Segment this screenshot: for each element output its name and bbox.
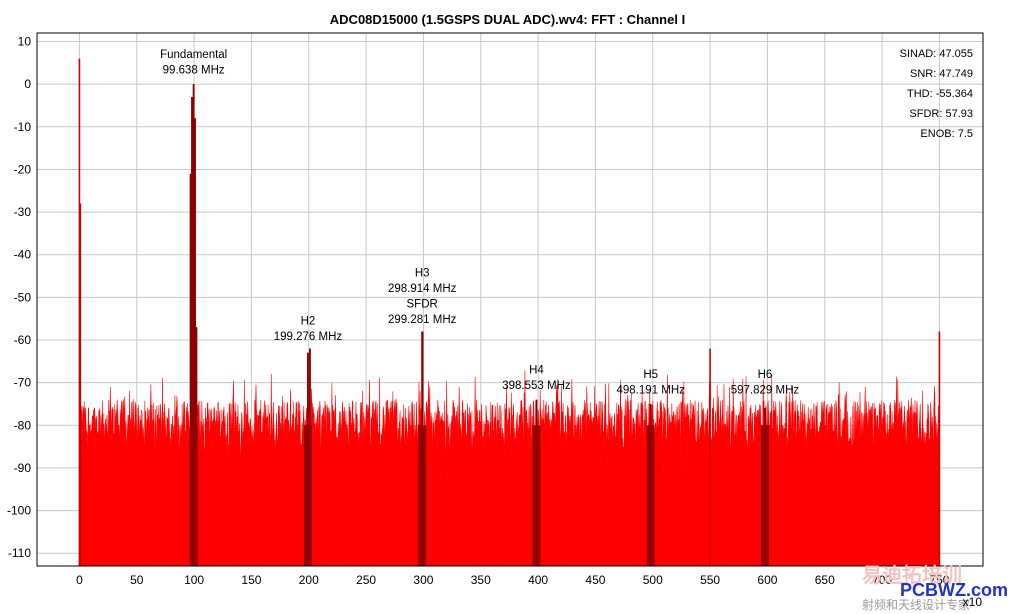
y-tick-label: -80 [14,418,32,432]
watermark-line2: PCBWZ.com [900,580,1008,600]
x-tick-label: 150 [241,573,261,587]
stats-box: SINAD: 47.055 SNR: 47.749 THD: -55.364 SFDR… [900,48,973,140]
y-tick-label: -110 [8,546,31,560]
annotation-line: 298.914 MHz [388,283,457,295]
y-tick-label: -20 [14,162,32,176]
x-tick-label: 300 [413,573,433,587]
x-tick-label: 700 [872,573,892,587]
harmonic-band [189,425,198,566]
y-tick-label: -70 [14,376,32,390]
annotation-line: 299.281 MHz [388,314,457,326]
x-tick-label: 350 [471,573,491,587]
stat-line: THD: -55.364 [907,88,973,100]
annotation-h2: H2 199.276 MHz [274,316,343,344]
annotation-line: H3 [415,267,430,279]
x-tick-label: 400 [528,573,548,587]
x-tick-label: 600 [757,573,777,587]
annotation-line: 498.191 MHz [616,384,685,396]
annotation-line: SFDR [407,298,438,310]
x-tick-label: 0 [76,573,83,587]
annotation-line: 99.638 MHz [163,65,225,77]
annotation-fundamental: Fundamental 99.638 MHz [160,49,227,77]
y-tick-label: -50 [14,290,32,304]
x-tick-label: 200 [299,573,319,587]
annotation-h4: H4 398.553 MHz [502,365,571,393]
watermark-line3: 射频和天线设计专家 [862,597,970,612]
annotation-line: H4 [529,365,544,377]
y-tick-label: -100 [7,504,31,518]
y-tick-label: -60 [14,333,32,347]
annotation-h6: H6 597.829 MHz [731,369,800,397]
y-tick-label: 0 [24,77,31,91]
y-tick-label: -10 [14,120,32,134]
y-tick-label: 10 [18,35,32,49]
annotation-line: H6 [758,369,773,381]
x-tick-label: 650 [815,573,835,587]
y-tick-label: -90 [14,461,32,475]
chart-title: ADC08D15000 (1.5GSPS DUAL ADC).wv4: FFT … [329,12,686,27]
harmonic-annotations: Fundamental 99.638 MHz H2 199.276 MHz H3 298.… [160,49,799,396]
y-tick-label: -40 [14,248,32,262]
harmonic-band [646,425,655,566]
watermark: 易迪拓培训 PCBWZ.com 射频和天线设计专家 x10 [862,563,1008,612]
annotation-line: H5 [643,369,658,381]
stat-line: SNR: 47.749 [910,68,973,80]
x-tick-label: 550 [700,573,720,587]
x-tick-label: 50 [130,573,144,587]
annotation-line: H2 [301,316,316,328]
harmonic-band [418,425,427,566]
x-axis-ticks: 0 50 100 150 200 250 300 350 400 450 500 550 600 650 7… [76,573,950,587]
annotation-line: Fundamental [160,49,227,61]
stat-line: SFDR: 57.93 [909,108,973,120]
x-tick-label: 750 [929,573,949,587]
harmonic-band [532,425,541,566]
harmonic-band [760,425,769,566]
stat-line: ENOB: 7.5 [920,128,973,140]
x-tick-label: 250 [356,573,376,587]
stat-line: SINAD: 47.055 [900,48,973,60]
x-scale-note: x10 [963,595,983,609]
watermark-line1: 易迪拓培训 [862,563,962,587]
harmonic-band [303,425,312,566]
harmonic-bands [189,84,769,566]
annotation-h5: H5 498.191 MHz [616,369,685,397]
plot-frame [36,32,984,567]
annotation-line: 199.276 MHz [274,331,343,343]
noise-floor [79,370,940,567]
y-tick-label: -30 [14,205,32,219]
y-axis-ticks: 10 0 -10 -20 -30 -40 -50 -60 -70 -80 -90 -100 -110 [7,35,31,561]
x-tick-label: 450 [585,573,605,587]
x-tick-label: 100 [184,573,204,587]
annotation-line: 398.553 MHz [502,380,571,392]
spectrum-bars [79,370,940,567]
annotation-h3: H3 298.914 MHz SFDR 299.281 MHz [388,267,457,326]
annotation-line: 597.829 MHz [731,384,800,396]
x-tick-label: 500 [643,573,663,587]
